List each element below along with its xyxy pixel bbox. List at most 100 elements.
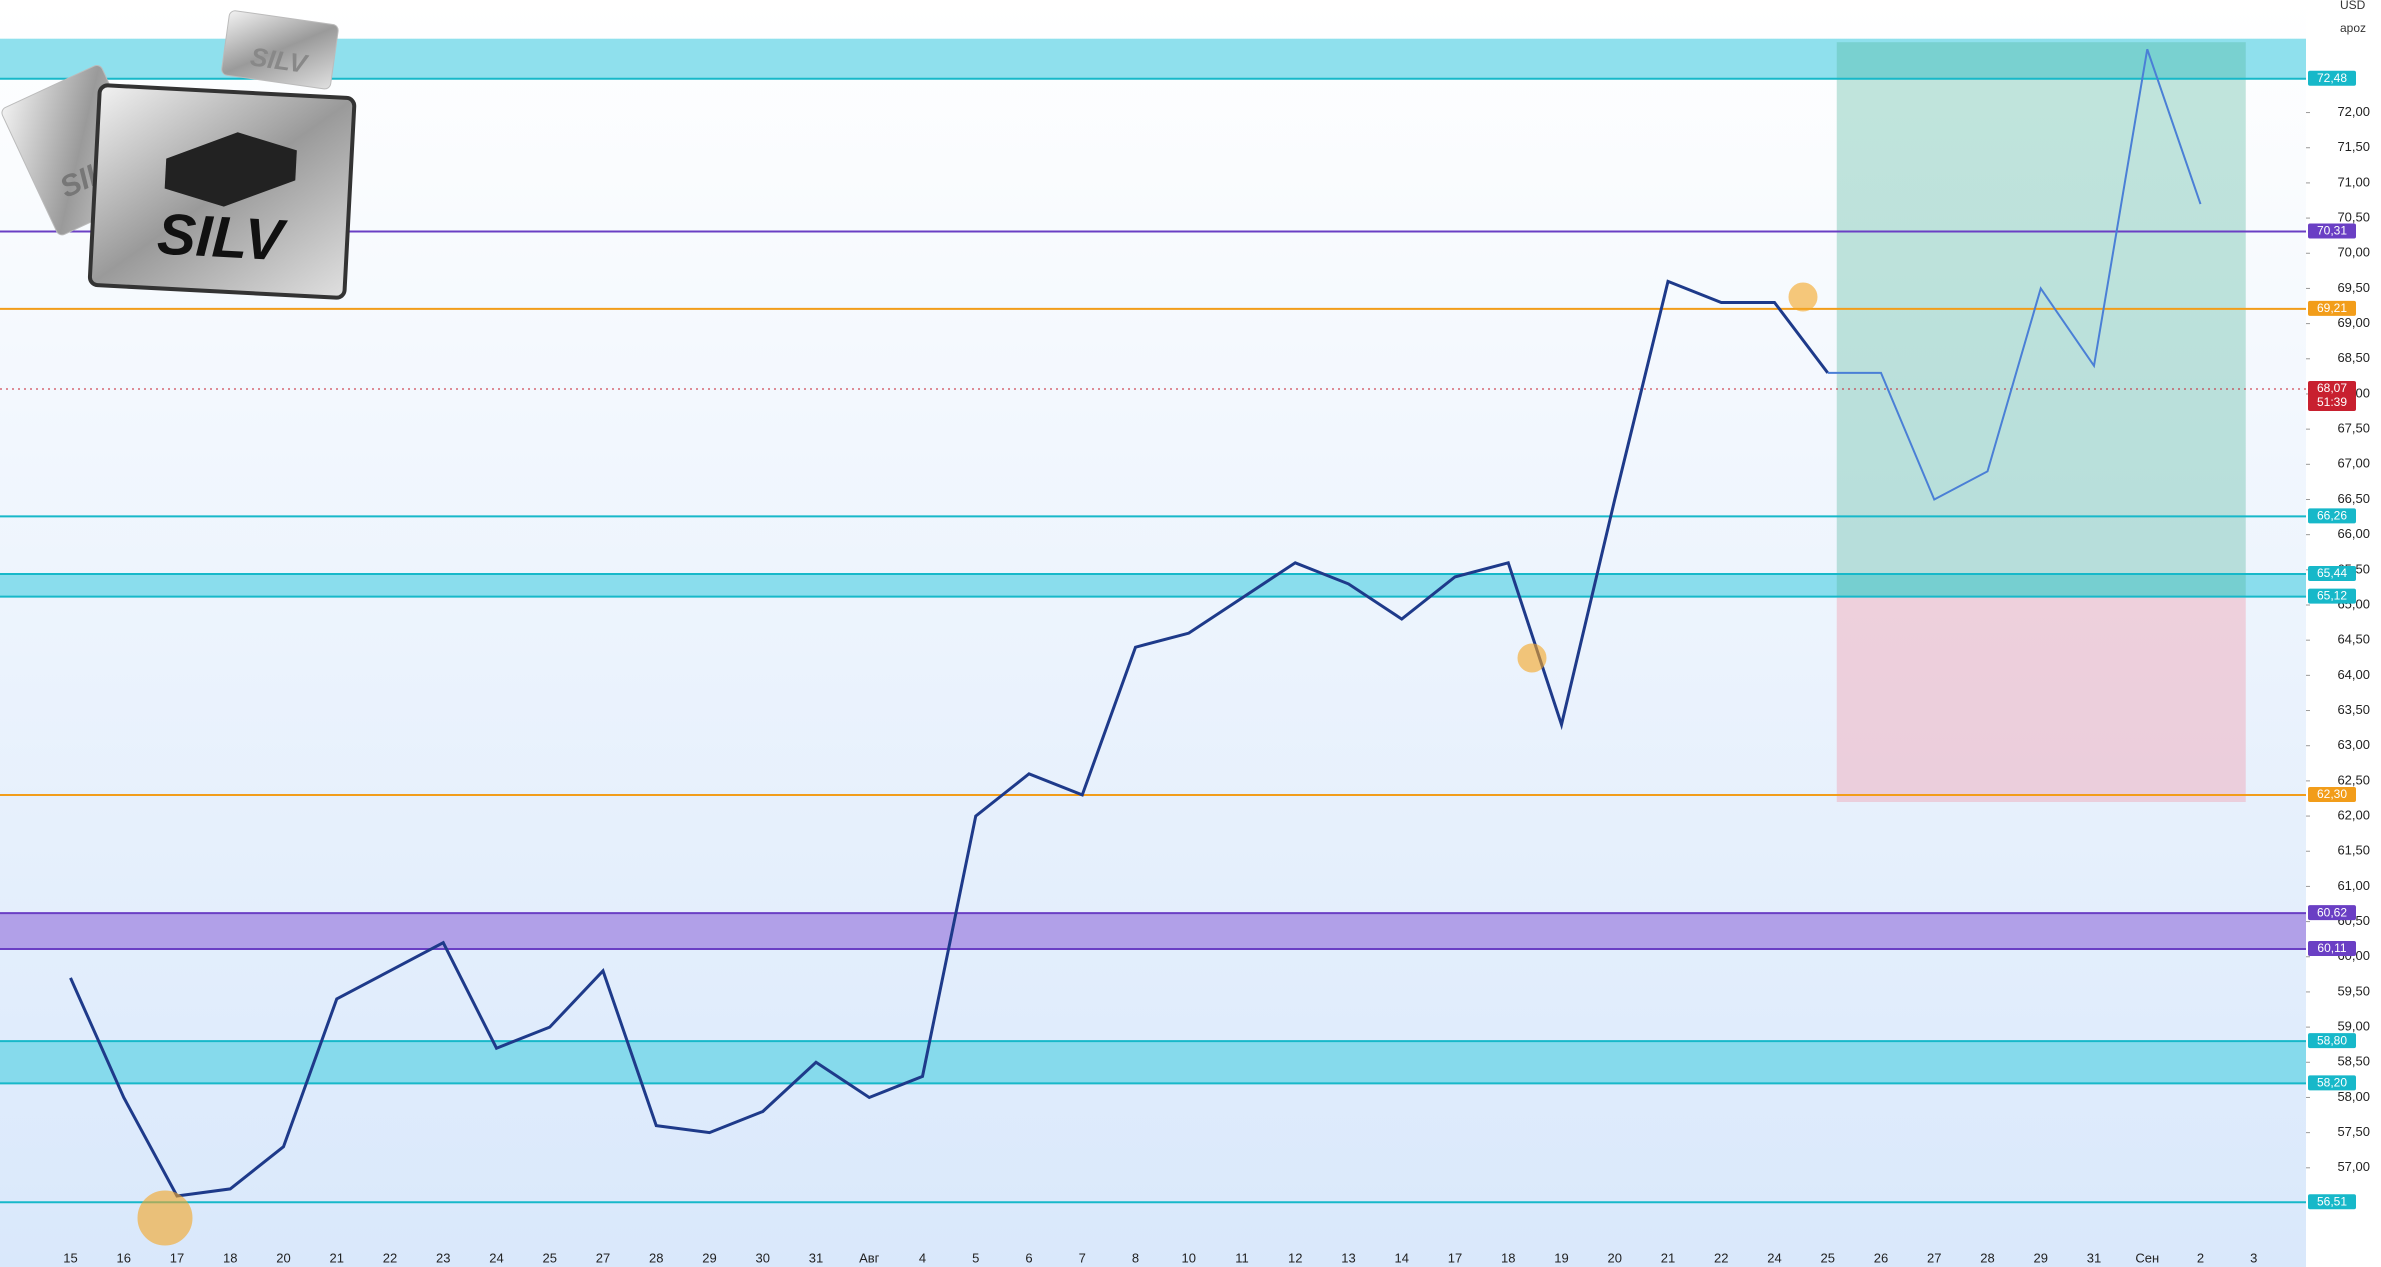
y-tick-label: 63,50	[2337, 702, 2370, 717]
level-label-bg	[2308, 1194, 2356, 1210]
level-label: 62,30	[2317, 787, 2347, 801]
y-tick-label: 71,00	[2337, 174, 2370, 189]
x-tick-label: 31	[2087, 1250, 2101, 1265]
y-tick-label: 66,50	[2337, 491, 2370, 506]
level-label: 65,44	[2317, 566, 2347, 580]
logo-text: SILV	[156, 202, 289, 274]
x-tick-label: 29	[702, 1250, 716, 1265]
y-tick-label: 62,00	[2337, 807, 2370, 822]
y-tick-label: 71,50	[2337, 139, 2370, 154]
y-tick-label: 70,00	[2337, 245, 2370, 260]
x-tick-label: 8	[1132, 1250, 1139, 1265]
y-tick-label: 70,50	[2337, 210, 2370, 225]
x-tick-label: 29	[2034, 1250, 2048, 1265]
y-tick-label: 69,50	[2337, 280, 2370, 295]
x-tick-label: 18	[1501, 1250, 1515, 1265]
price-line	[69, 279, 1829, 1198]
level-label: 66,26	[2317, 509, 2347, 523]
zone	[0, 38, 2306, 79]
y-tick-label: 61,50	[2337, 843, 2370, 858]
level-label: 58,80	[2317, 1033, 2347, 1047]
x-tick-label: 20	[276, 1250, 290, 1265]
x-tick-label: 28	[649, 1250, 663, 1265]
y-tick-label: 58,50	[2337, 1054, 2370, 1069]
y-tick-label: 64,00	[2337, 667, 2370, 682]
position-profit	[1836, 42, 2246, 597]
y-tick-label: 64,50	[2337, 632, 2370, 647]
x-tick-label: 24	[489, 1250, 503, 1265]
highlight	[137, 1190, 193, 1246]
menu[interactable]: apoz	[2340, 21, 2366, 35]
price-line	[1827, 48, 2202, 501]
plot: 57,0057,5058,0058,5059,0059,5060,0060,50…	[0, 38, 2370, 1265]
x-tick-label: 17	[170, 1250, 184, 1265]
x-tick-label: 21	[330, 1250, 344, 1265]
zone	[0, 574, 2306, 597]
level-label-bg	[2308, 223, 2356, 239]
level-label-bg	[2308, 508, 2356, 524]
level-label: 60,62	[2317, 905, 2347, 919]
zone	[0, 1041, 2306, 1084]
zone	[0, 913, 2306, 950]
y-tick-label: 66,00	[2337, 526, 2370, 541]
x-tick-label: 25	[1821, 1250, 1835, 1265]
level-label: 72,48	[2317, 71, 2347, 85]
x-tick-label: 12	[1288, 1250, 1302, 1265]
x-tick-label: 15	[63, 1250, 77, 1265]
x-tick-label: 20	[1608, 1250, 1622, 1265]
level-label: 65,12	[2317, 589, 2347, 603]
y-tick-label: 59,00	[2337, 1019, 2370, 1034]
x-tick-label: 30	[756, 1250, 770, 1265]
level-label: 68,07	[2317, 381, 2347, 395]
currency: USD	[2340, 0, 2366, 12]
x-tick-label: 27	[1927, 1250, 1941, 1265]
y-tick-label: 63,00	[2337, 737, 2370, 752]
x-tick-label: 28	[1980, 1250, 1994, 1265]
x-tick-label: 7	[1079, 1250, 1086, 1265]
level-label: 69,21	[2317, 301, 2347, 315]
level-label-bg	[2308, 786, 2356, 802]
x-tick-label: 3	[2250, 1250, 2257, 1265]
level-label: 56,51	[2317, 1194, 2347, 1208]
y-tick-label: 57,50	[2337, 1124, 2370, 1139]
level-label-bg	[2308, 588, 2356, 604]
x-tick-label: Сен	[2135, 1250, 2159, 1265]
x-tick-label: 6	[1025, 1250, 1032, 1265]
logo-card-small	[221, 10, 339, 90]
y-tick-label: 67,00	[2337, 456, 2370, 471]
logo-bars	[164, 132, 297, 207]
x-tick-label: 23	[436, 1250, 450, 1265]
y-tick-label: 62,50	[2337, 772, 2370, 787]
level-label: 60,11	[2317, 941, 2346, 955]
y-tick-label: 59,50	[2337, 983, 2370, 998]
x-tick-label: 13	[1341, 1250, 1355, 1265]
level-label-bg	[2308, 941, 2356, 957]
y-tick-label: 61,00	[2337, 878, 2370, 893]
highlight	[1517, 643, 1547, 673]
price-axis	[2306, 0, 2381, 1267]
highlight	[1788, 282, 1818, 312]
x-tick-label: 21	[1661, 1250, 1675, 1265]
level-timer: 51:39	[2317, 395, 2347, 409]
x-tick-label: 31	[809, 1250, 823, 1265]
x-tick-label: 4	[919, 1250, 926, 1265]
level-label-bg	[2308, 1033, 2356, 1049]
y-tick-label: 58,00	[2337, 1089, 2370, 1104]
x-tick-label: 27	[596, 1250, 610, 1265]
x-tick-label: 25	[543, 1250, 557, 1265]
x-tick-label: 26	[1874, 1250, 1888, 1265]
y-tick-label: 68,50	[2337, 350, 2370, 365]
x-tick-label: 11	[1235, 1250, 1249, 1265]
x-tick-label: 18	[223, 1250, 237, 1265]
level-label-bg	[2308, 300, 2356, 316]
x-tick-label: Авг	[859, 1250, 880, 1265]
level-label-bg	[2308, 905, 2356, 921]
x-tick-label: 16	[117, 1250, 131, 1265]
x-tick-label: 2	[2197, 1250, 2204, 1265]
y-tick-label: 57,00	[2337, 1159, 2370, 1174]
y-tick-label: 69,00	[2337, 315, 2370, 330]
logo: SILV SILV SILV	[1, 10, 357, 300]
x-tick-label: 22	[1714, 1250, 1728, 1265]
